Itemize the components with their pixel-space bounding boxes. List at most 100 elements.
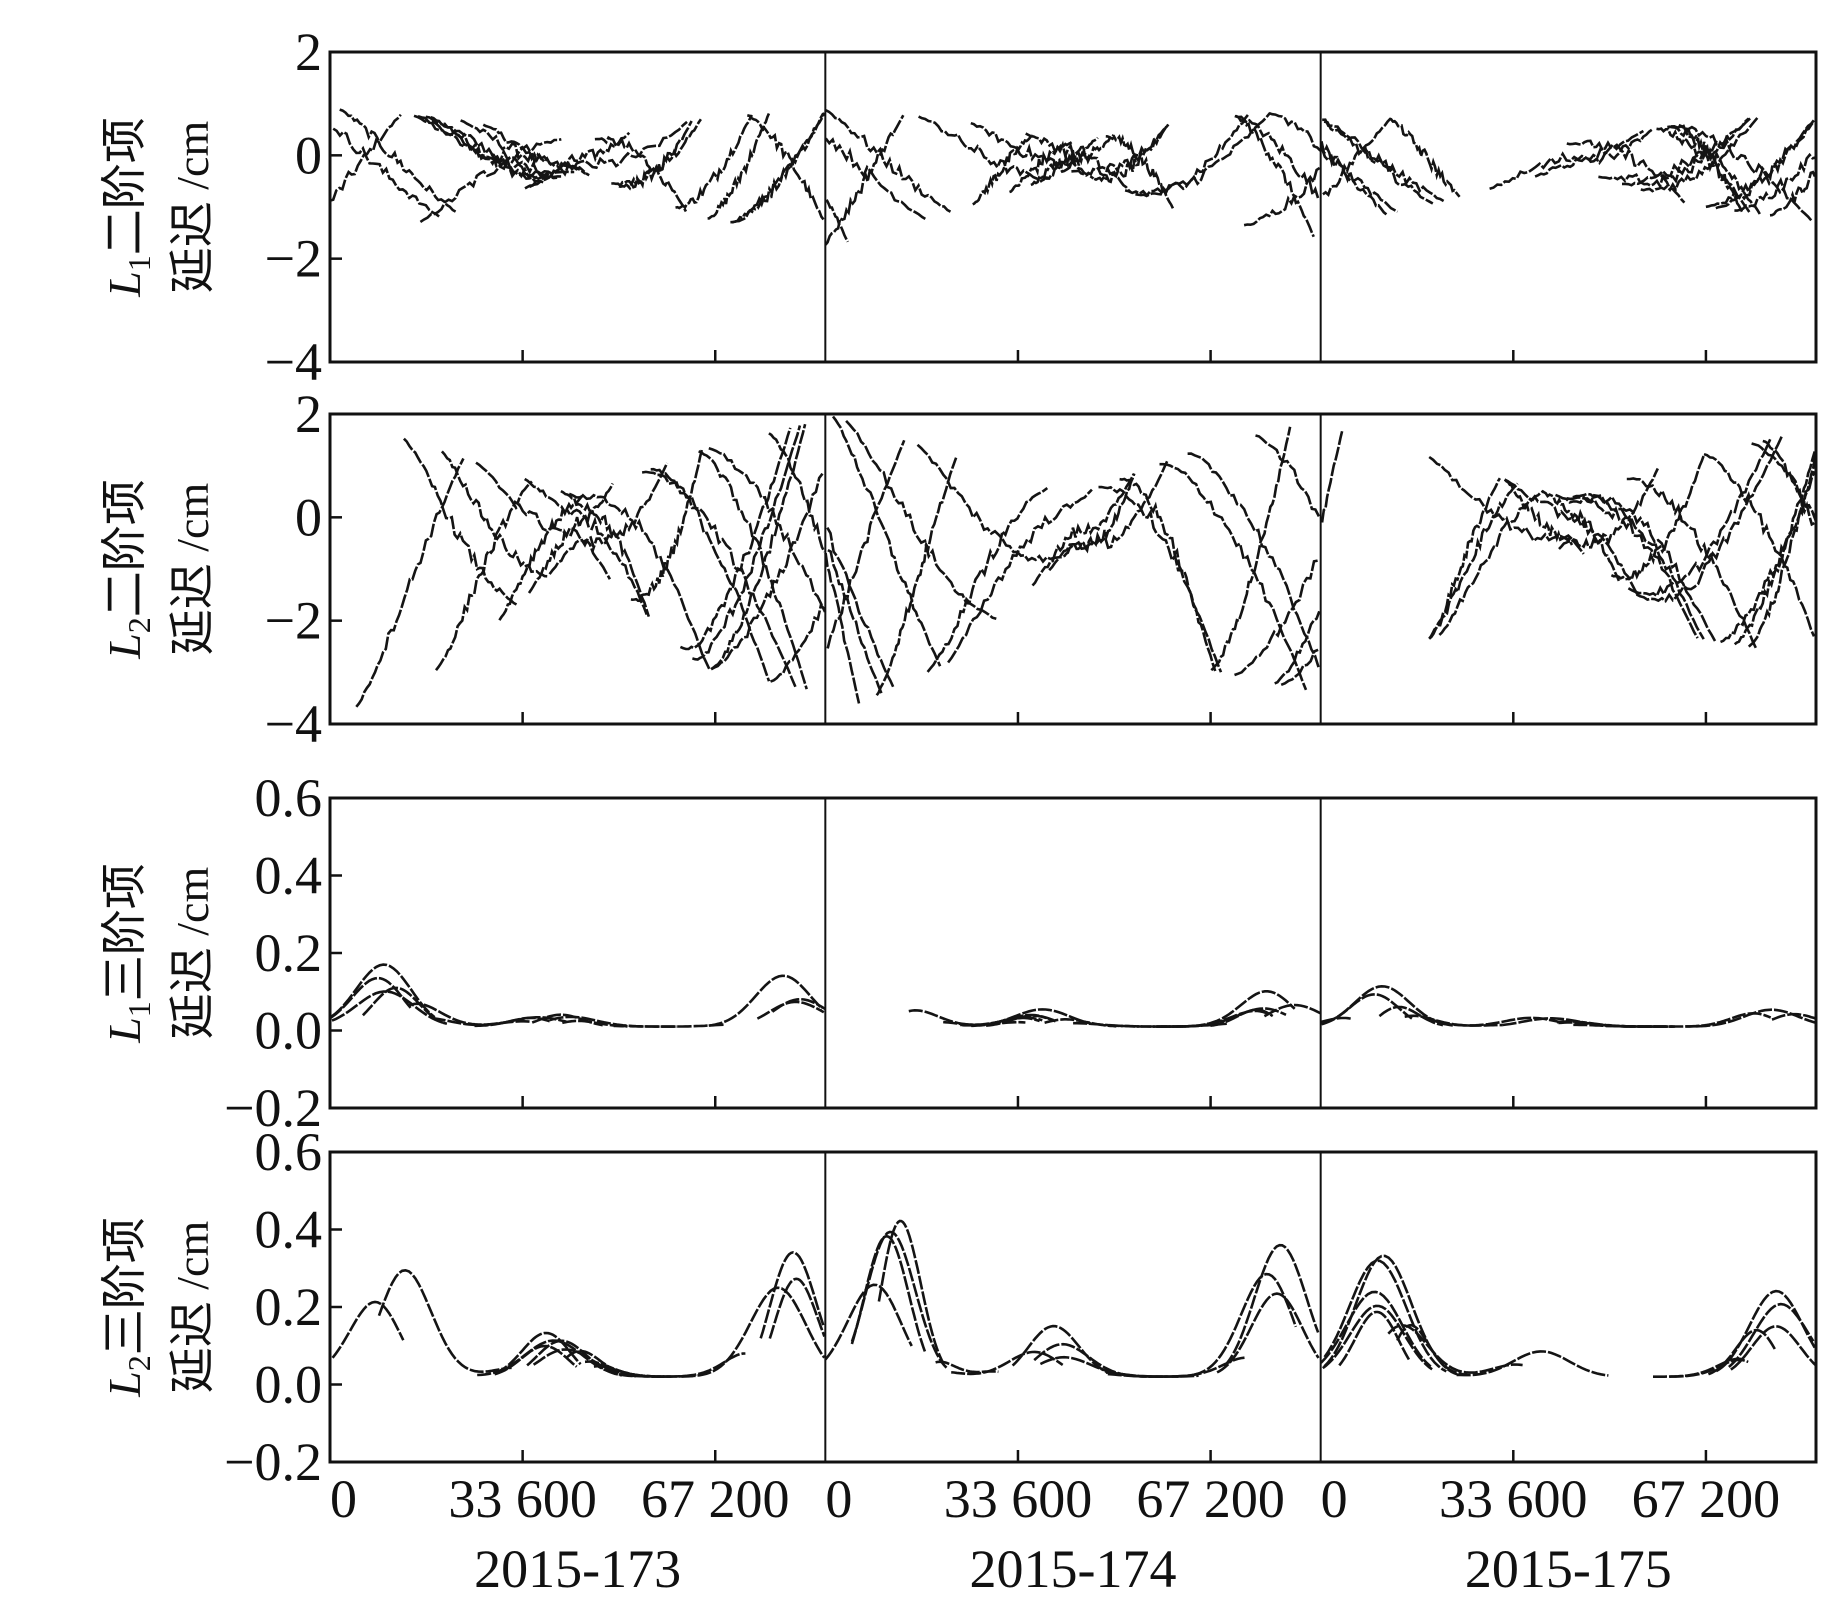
y-axis-label-line2: 延迟 /cm	[167, 483, 218, 656]
data-arc	[746, 114, 825, 221]
series-arcs	[330, 963, 1816, 1028]
data-arc	[768, 1277, 826, 1339]
data-arc	[339, 108, 457, 213]
data-arc	[1274, 610, 1321, 685]
data-arc	[850, 1230, 948, 1369]
data-arc	[1323, 120, 1445, 203]
y-label-variable: L	[99, 1371, 150, 1398]
data-arc	[1323, 1254, 1468, 1377]
data-arc	[759, 1251, 825, 1339]
y-tick-label: −2	[265, 591, 322, 651]
data-arc	[918, 115, 1050, 180]
y-tick-label: −2	[265, 229, 322, 289]
day-label: 2015-175	[1465, 1539, 1672, 1599]
data-arc	[1769, 170, 1816, 217]
y-label-subscript: 1	[121, 1001, 157, 1017]
data-arc	[1234, 114, 1315, 238]
data-arc	[692, 425, 802, 661]
data-arc	[1566, 493, 1705, 640]
day-label: 2015-173	[474, 1539, 681, 1599]
y-tick-label: 0.6	[255, 1122, 323, 1182]
data-arc	[527, 482, 614, 594]
y-label-variable: L	[99, 271, 150, 298]
data-arc	[1747, 456, 1816, 648]
data-arc	[1685, 1011, 1772, 1028]
data-arc	[1622, 117, 1750, 190]
x-tick-label: 0	[825, 1469, 852, 1529]
data-arc	[1320, 1016, 1353, 1024]
data-arc	[1456, 1350, 1609, 1377]
y-tick-label: 2	[295, 22, 322, 82]
y-axis-label-line1: L2二阶项	[99, 479, 157, 660]
data-arc	[650, 467, 771, 682]
data-arc	[1176, 1272, 1298, 1378]
data-arc	[1322, 117, 1392, 197]
y-label-variable: L	[99, 1017, 150, 1044]
data-arc	[584, 1360, 696, 1378]
data-arc	[1534, 128, 1653, 178]
series-arcs	[331, 1219, 1816, 1378]
data-arc	[1728, 1302, 1815, 1368]
data-arc	[561, 1019, 628, 1028]
y-axis-label: L1二阶项 延迟 /cm	[99, 117, 218, 298]
data-arc	[850, 1234, 927, 1353]
data-arc	[824, 552, 861, 704]
data-arc	[1268, 111, 1322, 152]
data-arc	[1670, 124, 1813, 222]
data-arc	[708, 447, 827, 613]
y-tick-label: 0.0	[255, 1355, 323, 1415]
data-arc	[1210, 426, 1292, 672]
data-arc	[618, 120, 693, 191]
data-arc	[1566, 139, 1686, 204]
data-arc	[1503, 478, 1574, 546]
y-axis-label-line2: 延迟 /cm	[167, 867, 218, 1040]
data-arc	[1124, 112, 1271, 198]
data-arc	[532, 1348, 665, 1378]
x-tick-label: 0	[330, 1469, 357, 1529]
data-arc	[1093, 124, 1169, 184]
data-arc	[1771, 1012, 1816, 1021]
data-arc	[1558, 467, 1659, 550]
data-arc	[568, 492, 711, 670]
data-arc	[419, 138, 562, 223]
panel-1: 2 0 −2 −4 L1二阶项 延迟 /cm	[99, 22, 1818, 392]
data-arc	[641, 470, 797, 688]
plot-frame	[328, 796, 1818, 1110]
data-arc	[756, 1000, 825, 1020]
y-axis-label: L1三阶项 延迟 /cm	[99, 863, 218, 1044]
series-arcs	[355, 415, 1816, 708]
data-arc	[355, 457, 465, 708]
data-arc	[494, 1331, 582, 1375]
data-arc	[1573, 1023, 1703, 1028]
data-arc	[1098, 485, 1223, 673]
data-arc	[698, 450, 808, 690]
data-arc	[1223, 1243, 1320, 1368]
data-arc	[1071, 123, 1170, 177]
data-arc	[1135, 114, 1249, 198]
data-arc	[1322, 118, 1434, 205]
x-axis-labels: 0 33 600 67 200 2015-173 0 33 600 67 200 2015-1…	[330, 1469, 1780, 1599]
x-tick-label: 67 200	[1136, 1469, 1285, 1529]
data-arc	[528, 120, 688, 189]
y-tick-label: 0.4	[255, 846, 323, 906]
data-arc	[831, 415, 942, 667]
data-arc	[935, 1360, 999, 1374]
data-arc	[548, 462, 669, 575]
data-arc	[1187, 452, 1320, 668]
y-axis-label-line2: 延迟 /cm	[167, 121, 218, 294]
data-arc	[377, 1268, 512, 1374]
y-tick-label: 0.2	[255, 923, 323, 983]
data-arc	[1627, 438, 1772, 598]
y-tick-label: 2	[295, 384, 322, 444]
x-tick-label: 67 200	[641, 1469, 790, 1529]
y-axis-label: L2三阶项 延迟 /cm	[99, 1217, 218, 1398]
data-arc	[413, 114, 558, 180]
data-arc	[972, 133, 1034, 206]
data-arc	[1031, 473, 1135, 587]
data-arc	[1033, 1342, 1163, 1378]
x-tick-label: 67 200	[1632, 1469, 1781, 1529]
data-arc	[1216, 1292, 1320, 1374]
data-arc	[594, 135, 688, 213]
plot-frame	[328, 1150, 1818, 1464]
